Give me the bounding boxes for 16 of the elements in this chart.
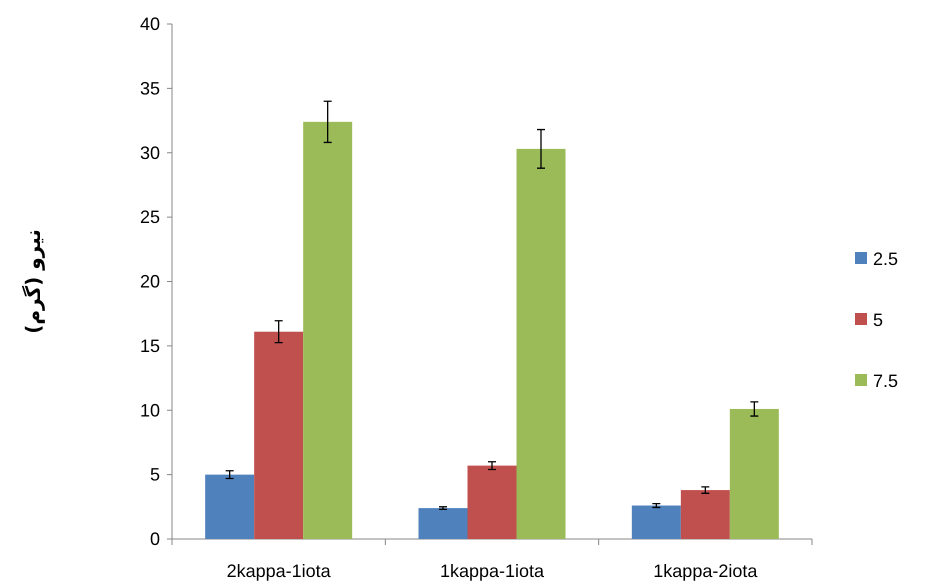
- y-tick-label: 10: [140, 400, 160, 420]
- legend-label: 5: [873, 310, 884, 330]
- y-tick-label: 0: [150, 529, 160, 549]
- y-tick-label: 35: [140, 78, 160, 98]
- y-tick-label: 30: [140, 142, 160, 163]
- y-tick-label: 15: [140, 336, 160, 356]
- legend-label: 7.5: [873, 371, 898, 391]
- y-tick-label: 40: [140, 14, 160, 34]
- y-tick-label: 20: [140, 272, 160, 292]
- y-tick-label: 5: [150, 464, 160, 485]
- x-tick-label: 1kappa-1iota: [440, 561, 546, 581]
- y-tick-label: 25: [140, 207, 160, 228]
- x-tick-label: 1kappa-2iota: [653, 561, 758, 581]
- legend-label: 2.5: [873, 249, 898, 269]
- y-axis-title: نیرو (گرم): [21, 229, 45, 334]
- x-tick-label: 2kappa-1iota: [226, 561, 332, 581]
